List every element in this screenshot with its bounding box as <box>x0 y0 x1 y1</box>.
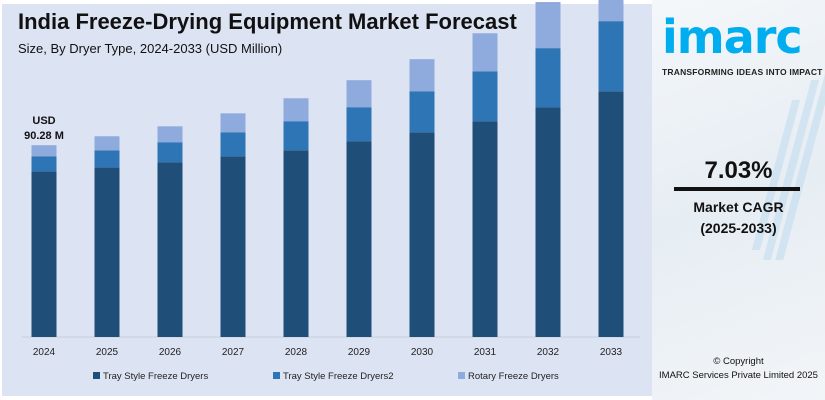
x-tick-label: 2032 <box>537 347 560 358</box>
copyright: © Copyright <box>713 356 764 367</box>
bar-segment-2030-0 <box>409 132 435 337</box>
legend-swatch <box>93 372 100 379</box>
bar-segment-2024-2 <box>31 145 57 157</box>
imarc-logo: imarc <box>662 10 803 64</box>
bar-segment-2033-0 <box>598 91 624 337</box>
total-label-value: 90.28 M <box>24 130 64 142</box>
stacked-bar-chart: 2024 2025 2026 2027 2028 2029 2030 2031 2032 2033… <box>22 0 640 382</box>
bar-segment-2030-2 <box>409 59 435 92</box>
bar-segment-2031-1 <box>472 71 498 122</box>
chart-title: India Freeze-Drying Equipment Market For… <box>18 9 517 34</box>
x-tick-label: 2033 <box>600 347 623 358</box>
x-tick-label: 2031 <box>474 347 497 358</box>
bar-segment-2032-0 <box>535 107 561 337</box>
bar-segment-2027-2 <box>220 113 246 133</box>
bar-segment-2024-0 <box>31 171 57 337</box>
x-tick-label: 2027 <box>222 347 245 358</box>
bar-segment-2031-2 <box>472 33 498 72</box>
bar-segment-2032-2 <box>535 2 561 49</box>
cagr-value: 7.03% <box>704 157 773 184</box>
bar-segment-2024-1 <box>31 156 57 172</box>
x-tick-label: 2025 <box>96 347 119 358</box>
bar-segment-2025-1 <box>94 150 120 168</box>
legend-swatch <box>273 372 280 379</box>
bar-segment-2028-2 <box>283 98 309 122</box>
x-tick-label: 2030 <box>411 347 434 358</box>
x-tick-label: 2028 <box>285 347 308 358</box>
legend-label: Rotary Freeze Dryers <box>468 371 559 382</box>
bar-segment-2026-2 <box>157 126 183 143</box>
bar-segment-2029-1 <box>346 107 372 142</box>
bar-segment-2032-1 <box>535 48 561 108</box>
legend-label: Tray Style Freeze Dryers2 <box>283 371 394 382</box>
legend-swatch <box>458 372 465 379</box>
bar-segment-2030-1 <box>409 91 435 133</box>
total-label-line1: USD <box>32 115 55 127</box>
x-tick-label: 2024 <box>33 347 56 358</box>
cagr-label: Market CAGR <box>693 199 784 215</box>
bar-segment-2026-0 <box>157 162 183 337</box>
logo-tagline: TRANSFORMING IDEAS INTO IMPACT <box>662 67 823 77</box>
x-tick-label: 2026 <box>159 347 182 358</box>
chart-subtitle: Size, By Dryer Type, 2024-2033 (USD Mill… <box>18 41 283 56</box>
copyright-owner: IMARC Services Private Limited 2025 <box>659 370 818 381</box>
bar-segment-2028-0 <box>283 150 309 337</box>
bar-segment-2025-2 <box>94 136 120 151</box>
bar-segment-2029-2 <box>346 80 372 108</box>
bar-segment-2027-1 <box>220 132 246 157</box>
bar-segment-2031-0 <box>472 121 498 337</box>
bar-segment-2029-0 <box>346 141 372 337</box>
bar-segment-2033-2 <box>598 0 624 22</box>
bar-segment-2025-0 <box>94 167 120 337</box>
cagr-period: (2025-2033) <box>700 220 777 236</box>
bar-segment-2026-1 <box>157 142 183 163</box>
sidebar: imarc TRANSFORMING IDEAS INTO IMPACT 7.0… <box>652 0 825 400</box>
bar-segment-2028-1 <box>283 121 309 151</box>
legend-label: Tray Style Freeze Dryers <box>103 371 208 382</box>
bar-segment-2027-0 <box>220 156 246 337</box>
cagr-divider <box>674 187 800 191</box>
bar-segment-2033-1 <box>598 21 624 92</box>
x-tick-label: 2029 <box>348 347 371 358</box>
